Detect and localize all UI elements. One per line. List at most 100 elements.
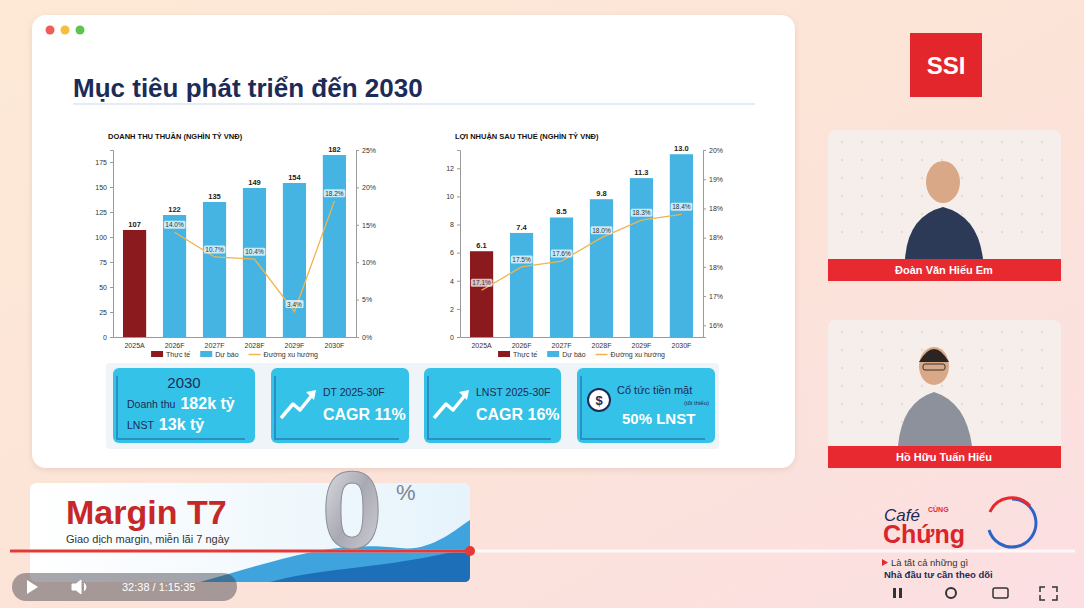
bar-label: 149 (248, 178, 261, 187)
tick-label: 25% (362, 147, 376, 154)
icon (281, 394, 313, 418)
card-label: LNST (127, 419, 154, 431)
axis-line (461, 337, 704, 338)
y2-axis: 16%17%18%18%18%19%20% (703, 147, 723, 338)
backdrop-dot (941, 141, 943, 143)
play-button[interactable] (27, 580, 38, 594)
backdrop-dot (1001, 349, 1003, 351)
bar (590, 199, 613, 337)
tick-label: 0% (362, 334, 372, 341)
tick-mark (110, 187, 113, 188)
speaker-frame (828, 130, 1061, 281)
backdrop-dot (881, 195, 883, 197)
bar (163, 215, 186, 337)
tick: 25% (356, 147, 376, 154)
tick-mark (110, 287, 113, 288)
backdrop-dot (861, 331, 863, 333)
backdrop-dot (901, 195, 903, 197)
tick: 8 (450, 221, 460, 228)
backdrop-dot (921, 195, 923, 197)
tick: 150 (95, 184, 113, 191)
tick: 0 (103, 334, 113, 341)
settings-button[interactable] (946, 588, 956, 598)
backdrop-dot (841, 421, 843, 423)
pause-button[interactable] (899, 588, 902, 598)
tick-mark (703, 150, 706, 151)
card-value: CAGR 16% (476, 406, 560, 423)
bar (470, 251, 493, 337)
title-rule (73, 103, 755, 104)
backdrop-dot (901, 231, 903, 233)
y-axis: 0255075100125150175 (95, 151, 113, 341)
tick-label: 0 (103, 334, 107, 341)
backdrop-dot (981, 159, 983, 161)
label-bg (591, 226, 613, 234)
pause-button[interactable] (893, 588, 896, 598)
tick-mark (110, 262, 113, 263)
tick-label: 10% (362, 259, 376, 266)
icon (306, 390, 316, 400)
tick-label: 2029F (632, 342, 652, 349)
tick-mark (110, 237, 113, 238)
card-heading: DT 2025-30F (323, 386, 385, 398)
backdrop-dot (1021, 331, 1023, 333)
tick-mark (457, 337, 460, 338)
label-bg (286, 300, 304, 308)
kpi-card: DT 2025-30F CAGR 11% (271, 368, 409, 443)
backdrop-dot (861, 403, 863, 405)
tick-mark (457, 168, 460, 169)
fullscreen-button[interactable] (1040, 587, 1057, 600)
tick: 2028F (245, 337, 265, 349)
card-value: CAGR 11% (323, 406, 406, 423)
backdrop-dot (841, 231, 843, 233)
slide-title: Mục tiêu phát triển đến 2030 (73, 73, 423, 103)
chart: LỢI NHUẬN SAU THUẾ (NGHÌN TỶ VNĐ)0246810… (446, 131, 723, 359)
backdrop-dot (881, 213, 883, 215)
tick-label: 6 (450, 249, 454, 256)
line-label-text: 10.4% (245, 248, 264, 255)
backdrop-dot (921, 177, 923, 179)
bar-label: 9.8 (596, 189, 606, 198)
tick-label: 12 (446, 165, 454, 172)
tick-label: 150 (95, 184, 107, 191)
tick-mark (703, 325, 706, 326)
progress-handle[interactable] (465, 546, 475, 556)
volume-button[interactable] (72, 580, 86, 594)
line-label-text: 18.4% (672, 203, 691, 210)
backdrop-dot (861, 213, 863, 215)
legend-swatch (200, 351, 212, 357)
backdrop-dot (921, 213, 923, 215)
backdrop-dot (881, 403, 883, 405)
tick: 18% (703, 264, 723, 271)
backdrop-dot (881, 177, 883, 179)
tick: 125 (95, 209, 113, 216)
label-bg (551, 250, 573, 258)
line-label: 10.4% (244, 248, 266, 256)
backdrop-dot (901, 349, 903, 351)
progress-track (10, 550, 1075, 553)
tick: 2030F (324, 337, 344, 349)
bar-label: 13.0 (674, 144, 689, 153)
backdrop-dot (1041, 385, 1043, 387)
line-label: 17.5% (511, 255, 533, 263)
captions-button[interactable] (993, 588, 1008, 598)
card-value: 13k tỷ (159, 416, 204, 433)
line-label-text: 17.1% (472, 279, 491, 286)
tick-label: 75 (99, 259, 107, 266)
bar-label: 135 (208, 192, 221, 201)
speaker-name: Đoàn Văn Hiếu Em (895, 264, 993, 276)
backdrop-dot (1041, 367, 1043, 369)
tick-label: 5% (362, 296, 372, 303)
line-label-text: 14.0% (165, 221, 184, 228)
backdrop-dot (901, 159, 903, 161)
tick-mark (356, 150, 359, 151)
backdrop-dot (841, 141, 843, 143)
backdrop-dot (981, 403, 983, 405)
tick-mark (703, 296, 706, 297)
tick-mark (703, 208, 706, 209)
controls-bg (12, 573, 237, 601)
bar (123, 230, 146, 337)
person-body (905, 207, 983, 259)
y2-axis: 0%5%10%15%20%25% (356, 147, 376, 341)
bar (283, 183, 306, 337)
